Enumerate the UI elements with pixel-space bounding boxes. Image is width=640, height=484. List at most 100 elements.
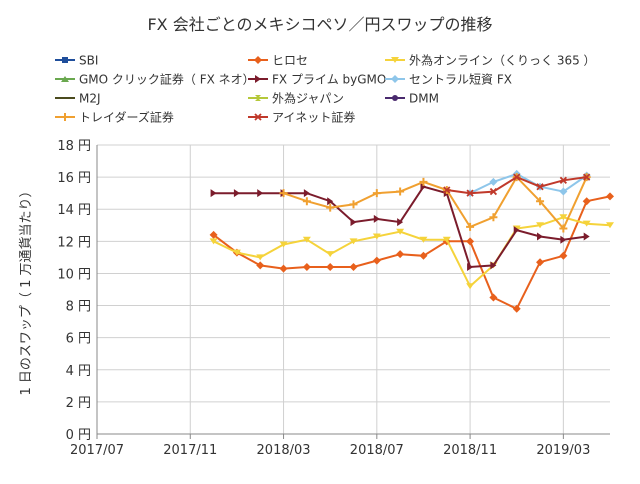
y-tick-label: 18 円: [57, 139, 91, 154]
legend-swatch-marker: [61, 113, 69, 121]
data-point: [583, 232, 590, 241]
data-point: [232, 249, 241, 256]
legend-swatch-marker: [62, 95, 68, 101]
data-point: [442, 236, 451, 243]
legend-swatch-marker: [62, 57, 68, 63]
data-point: [512, 304, 521, 313]
axes: 0 円 2 円 4 円 6 円 8 円 10 円 12 円 14 円 16 円 18 円 2017/…: [57, 139, 610, 458]
x-tick-label: 2018/11: [443, 443, 497, 458]
data-point: [372, 233, 381, 240]
data-point: [583, 247, 590, 254]
legend-label: 外為ジャパン: [272, 92, 344, 106]
legend-item: M2J: [55, 92, 101, 106]
x-tick-label: 2018/07: [350, 443, 404, 458]
legend-item: 外為オンライン（くりっく 365 ）: [385, 54, 596, 68]
gridlines: [96, 144, 610, 435]
data-point: [372, 189, 381, 198]
data-point: [583, 173, 591, 181]
data-point: [467, 263, 474, 272]
y-tick-label: 2 円: [66, 396, 91, 411]
data-point: [327, 197, 334, 206]
data-point: [279, 189, 288, 198]
legend-swatch-marker: [255, 95, 261, 101]
data-point: [233, 189, 240, 198]
data-point: [560, 235, 567, 244]
data-point: [606, 222, 614, 229]
y-tick-label: 8 円: [66, 300, 91, 315]
data-point: [582, 197, 591, 206]
series-line: [469, 172, 588, 195]
legend-swatch-marker: [254, 113, 262, 121]
x-tick-label: 2018/03: [257, 443, 311, 458]
y-tick-label: 10 円: [57, 267, 91, 282]
series-9: [279, 173, 591, 233]
data-point: [513, 173, 521, 181]
y-tick-label: 16 円: [57, 171, 91, 186]
series-line: [213, 216, 611, 288]
x-tick-label: 2017/11: [163, 443, 217, 458]
legend-item: アイネット証券: [248, 110, 355, 125]
data-point: [537, 232, 544, 241]
data-point: [303, 189, 310, 198]
data-point: [606, 192, 614, 201]
data-point: [489, 213, 498, 222]
y-tick-label: 0 円: [66, 428, 91, 443]
legend-label: アイネット証券: [272, 110, 355, 125]
data-point: [257, 189, 264, 198]
data-point: [420, 182, 427, 191]
chart-title: FX 会社ごとのメキシコペソ／円スワップの推移: [147, 15, 492, 34]
data-point: [397, 218, 404, 227]
data-point: [490, 261, 497, 270]
data-point: [210, 189, 217, 198]
data-point: [489, 177, 498, 186]
data-point: [443, 186, 451, 194]
series-line: [212, 195, 611, 311]
data-point: [466, 283, 475, 290]
legend-label: FX プライム byGMO: [272, 73, 386, 87]
y-tick-label: 12 円: [57, 235, 91, 250]
data-point: [326, 251, 335, 258]
data-point: [350, 218, 357, 227]
legend-item: 外為ジャパン: [248, 92, 344, 106]
legend-label: M2J: [79, 92, 101, 106]
data-point: [489, 293, 498, 302]
data-point: [256, 261, 265, 270]
data-point: [349, 263, 358, 272]
data-point: [396, 228, 405, 235]
data-point: [489, 187, 498, 196]
series-1: [209, 192, 614, 313]
legend-item: トレイダーズ証券: [55, 110, 174, 125]
data-point: [279, 264, 288, 273]
x-tick-label: 2017/07: [70, 443, 124, 458]
data-point: [466, 237, 475, 246]
series-layer: [209, 169, 614, 313]
y-axis-label: 1 日のスワップ（ 1 万通貨当たり）: [18, 185, 34, 396]
data-point: [513, 226, 520, 235]
data-point: [466, 222, 475, 231]
legend-item: セントラル短資 FX: [385, 73, 512, 87]
data-point: [536, 222, 545, 229]
legend-label: 外為オンライン（くりっく 365 ）: [409, 54, 596, 68]
data-point: [419, 251, 428, 260]
data-point: [466, 189, 474, 197]
data-point: [279, 241, 288, 248]
legend-label: ヒロセ: [272, 54, 308, 68]
data-point: [536, 197, 545, 206]
legend: SBI ヒロセ 外為オンライン（くりっく 365 ） GMO クリック証券（ FX ネ…: [55, 54, 596, 125]
data-point: [209, 230, 218, 239]
y-tick-label: 6 円: [66, 332, 91, 347]
legend-label: DMM: [409, 92, 439, 106]
data-point: [256, 254, 265, 261]
data-point: [419, 177, 428, 186]
data-point: [536, 183, 544, 191]
legend-item: DMM: [385, 92, 439, 106]
legend-swatch-marker: [254, 56, 262, 64]
data-point: [396, 250, 405, 259]
legend-label: セントラル短資 FX: [409, 73, 512, 87]
legend-label: トレイダーズ証券: [79, 110, 174, 125]
data-point: [373, 214, 380, 223]
legend-item: FX プライム byGMO: [248, 73, 386, 87]
data-point: [349, 238, 358, 245]
data-point: [302, 236, 311, 243]
